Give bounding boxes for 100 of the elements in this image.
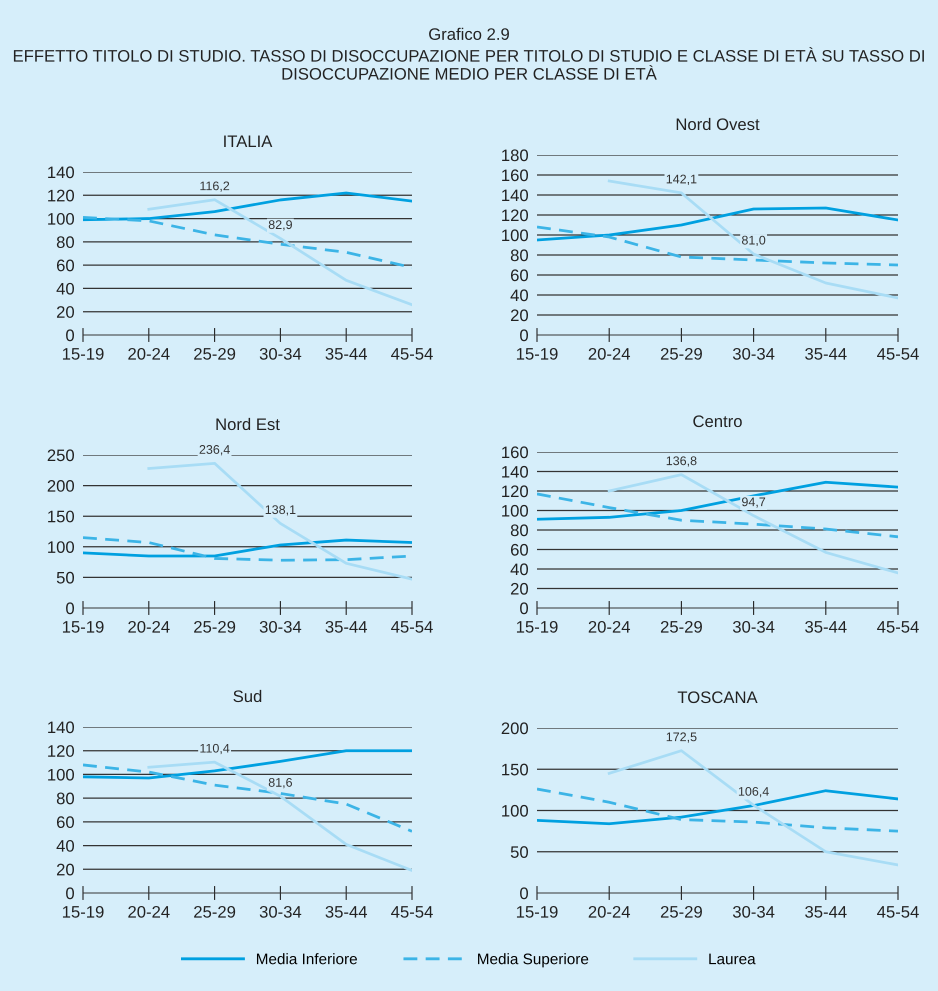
x-tick-label: 30-34 <box>260 620 302 633</box>
y-tick-label: 50 <box>510 846 528 858</box>
line-series <box>147 760 412 872</box>
y-tick-label: 140 <box>48 166 74 178</box>
y-tick-label: 80 <box>56 792 74 804</box>
y-tick-label: 120 <box>502 485 528 498</box>
y-tick-label: 40 <box>510 563 528 576</box>
data-label: 82,9 <box>268 220 292 231</box>
y-tick-label: 100 <box>502 229 528 242</box>
x-tick-label: 35-44 <box>805 348 847 360</box>
x-tick-label: 30-34 <box>732 906 774 918</box>
y-tick-label: 140 <box>48 721 74 734</box>
legend-label: Laurea <box>709 954 756 964</box>
x-tick-label: 15-19 <box>62 620 104 633</box>
x-tick-label: 35-44 <box>805 906 847 918</box>
x-tick-label: 25-29 <box>194 620 236 633</box>
y-tick-label: 20 <box>510 309 528 322</box>
y-tick-label: 40 <box>510 289 528 302</box>
chart-title: Nord Ovest <box>676 118 760 130</box>
y-tick-label: 120 <box>48 745 74 757</box>
x-tick-label: 15-19 <box>516 348 558 360</box>
line-series <box>608 473 898 574</box>
data-label: 81,6 <box>268 778 292 788</box>
chart-title: Centro <box>693 415 742 428</box>
data-label: 136,8 <box>666 456 696 467</box>
y-tick-label: 100 <box>502 804 528 817</box>
line-series <box>83 764 412 833</box>
x-tick-label: 45-54 <box>391 906 433 918</box>
chart-title: ITALIA <box>224 136 272 147</box>
data-label: 172,5 <box>666 732 697 743</box>
x-tick-label: 35-44 <box>326 620 368 633</box>
data-label: 142,1 <box>666 174 696 185</box>
x-tick-label: 15-19 <box>516 620 558 633</box>
x-tick-label: 45-54 <box>877 348 919 360</box>
y-tick-label: 200 <box>502 722 528 734</box>
chart-title: Nord Est <box>216 418 280 430</box>
y-tick-label: 100 <box>502 504 528 517</box>
y-tick-label: 0 <box>520 329 528 342</box>
y-tick-label: 40 <box>56 840 74 852</box>
line-series <box>537 788 898 833</box>
x-tick-label: 20-24 <box>588 906 630 918</box>
line-series <box>537 492 898 538</box>
y-tick-label: 150 <box>48 510 74 522</box>
y-tick-label: 120 <box>502 209 528 222</box>
y-tick-label: 100 <box>48 541 74 554</box>
y-tick-label: 100 <box>48 768 74 781</box>
x-tick-label: 45-54 <box>877 906 919 918</box>
line-series <box>83 538 412 558</box>
line-series <box>83 216 412 269</box>
data-label: 236,4 <box>200 445 230 456</box>
y-tick-label: 0 <box>520 602 528 614</box>
line-series <box>147 198 412 306</box>
y-tick-label: 250 <box>48 449 74 462</box>
y-tick-label: 140 <box>502 466 528 478</box>
legend-label: Media Superiore <box>478 953 588 968</box>
y-tick-label: 20 <box>56 306 74 318</box>
y-tick-label: 200 <box>48 480 74 492</box>
text: Grafico 2.9 <box>429 28 509 40</box>
y-tick-label: 0 <box>66 887 74 900</box>
data-label: 116,2 <box>200 181 230 192</box>
data-label: 110,4 <box>200 744 230 754</box>
y-tick-label: 20 <box>510 582 528 595</box>
x-tick-label: 25-29 <box>194 348 236 360</box>
y-tick-label: 0 <box>520 887 528 900</box>
y-tick-label: 20 <box>56 864 74 876</box>
x-tick-label: 45-54 <box>391 621 433 633</box>
data-label: 138,1 <box>266 505 296 516</box>
chart-title: Sud <box>233 690 262 702</box>
y-tick-label: 160 <box>502 446 528 458</box>
y-tick-label: 80 <box>56 236 74 248</box>
line-series <box>537 480 898 521</box>
x-tick-label: 20-24 <box>588 348 630 360</box>
x-tick-label: 25-29 <box>194 906 236 918</box>
x-tick-label: 15-19 <box>62 348 104 360</box>
data-label: 106,4 <box>738 786 769 798</box>
line-series <box>147 462 412 581</box>
y-tick-label: 120 <box>48 190 74 202</box>
x-tick-label: 20-24 <box>128 906 170 918</box>
y-tick-label: 60 <box>56 816 74 828</box>
y-tick-label: 140 <box>502 189 528 202</box>
x-tick-label: 35-44 <box>805 620 847 633</box>
y-tick-label: 60 <box>56 260 74 272</box>
line-series <box>537 789 898 826</box>
x-tick-label: 20-24 <box>588 620 630 633</box>
y-tick-label: 100 <box>48 212 74 225</box>
x-tick-label: 45-54 <box>877 621 919 633</box>
y-tick-label: 180 <box>502 149 528 162</box>
x-tick-label: 25-29 <box>660 620 702 633</box>
x-tick-label: 15-19 <box>62 906 104 918</box>
data-label: 94,7 <box>742 497 766 508</box>
x-tick-label: 25-29 <box>660 906 702 918</box>
x-tick-label: 30-34 <box>732 348 774 360</box>
line-series <box>83 192 412 222</box>
x-tick-label: 20-24 <box>128 620 170 633</box>
x-tick-label: 25-29 <box>660 348 702 360</box>
x-tick-label: 35-44 <box>326 906 368 918</box>
y-tick-label: 60 <box>510 269 528 282</box>
chart-title: TOSCANA <box>678 691 758 704</box>
text: EFFETTO TITOLO DI STUDIO. TASSO DI DISOCCUPAZIONE PER TITOLO DI STUDIO E CLASSE DI ETÀ SU TASSO DI DISOCCUPAZIONE MEDIO PER CLASSE DI ETÀ <box>14 47 924 80</box>
y-tick-label: 80 <box>510 249 528 262</box>
